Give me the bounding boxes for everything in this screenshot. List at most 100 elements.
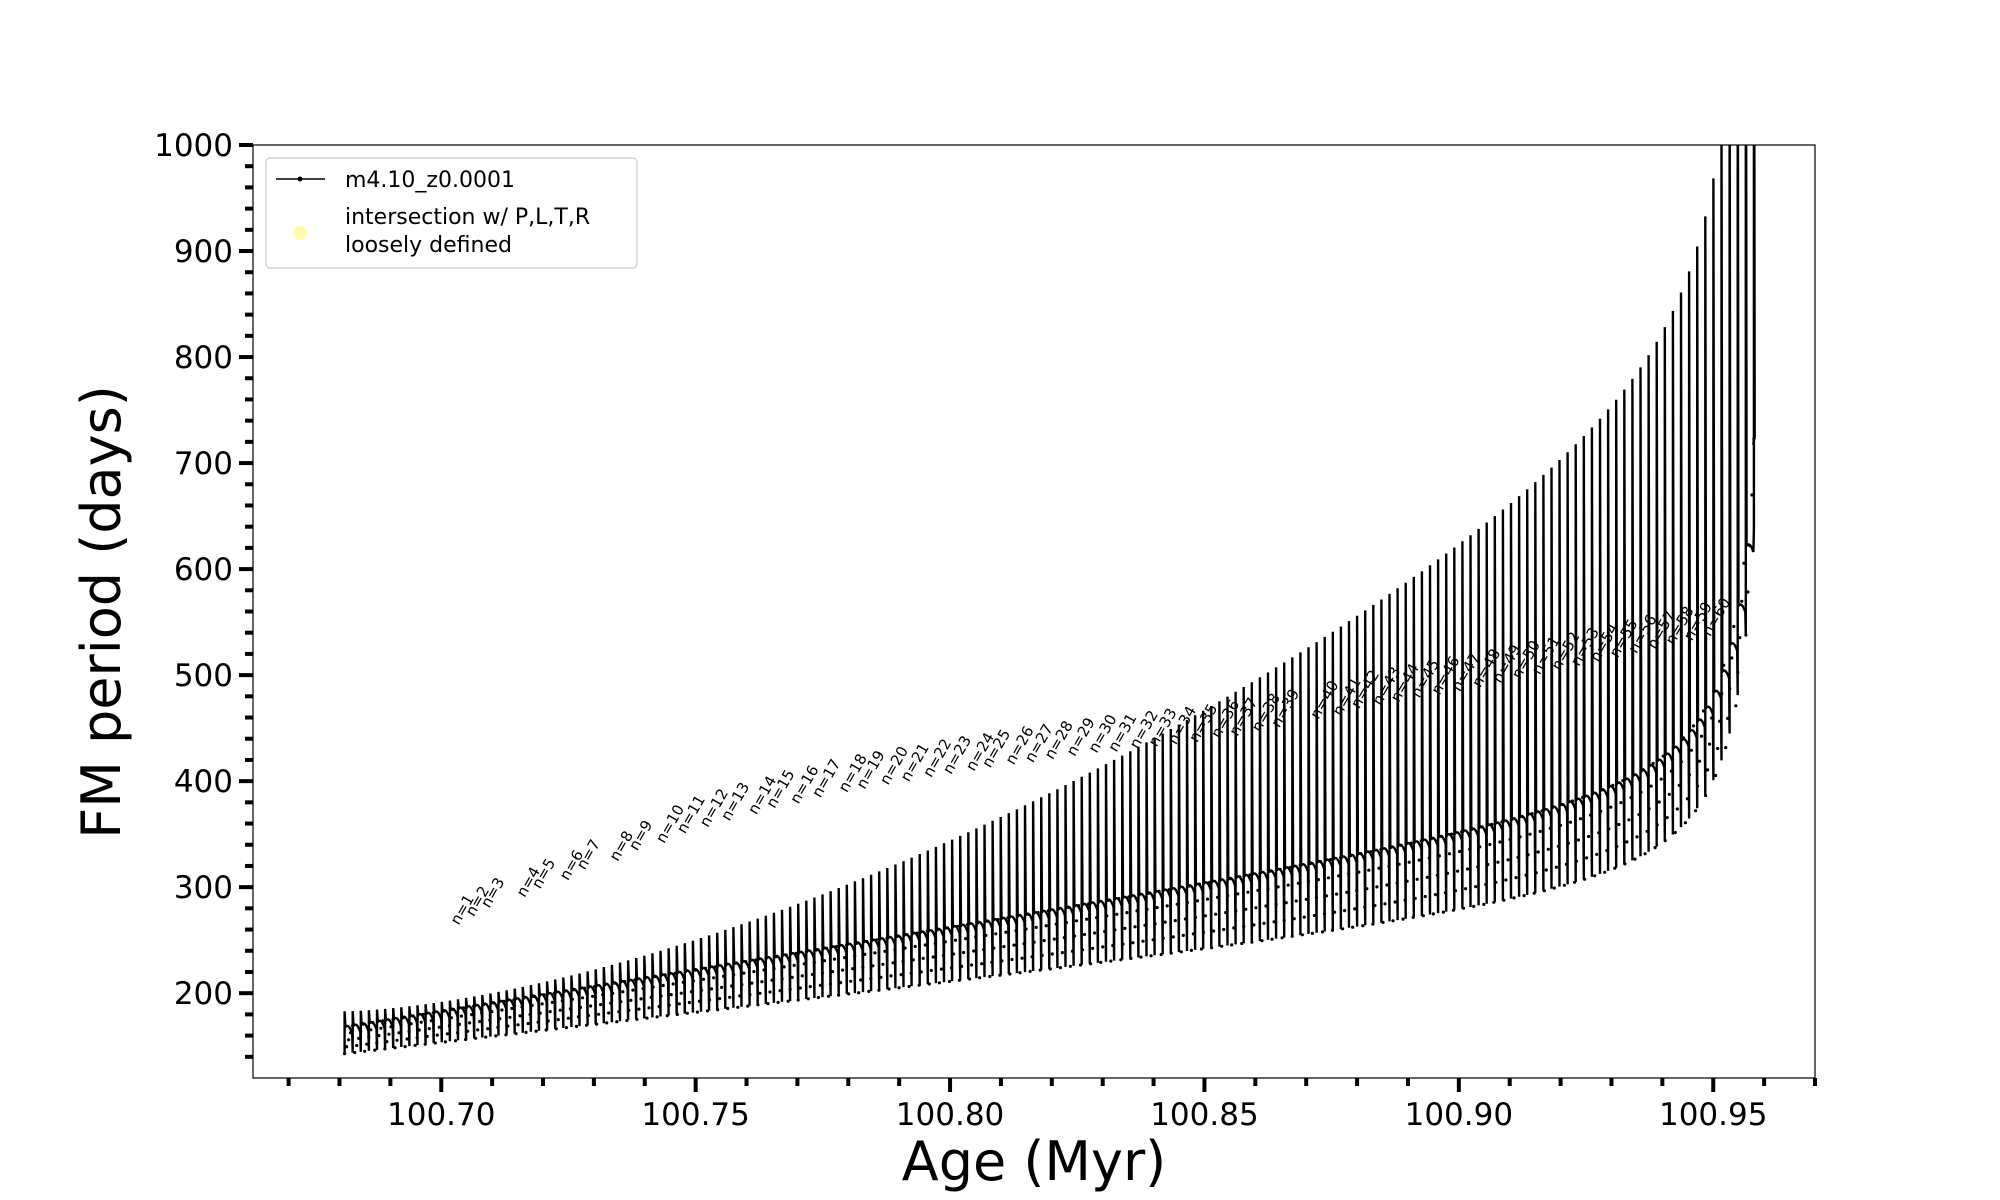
- series-point: [1365, 887, 1369, 891]
- series-point: [851, 967, 855, 971]
- series-point: [1645, 829, 1649, 833]
- series-point: [1601, 788, 1605, 792]
- series-point: [1214, 912, 1218, 916]
- series-point: [466, 1029, 470, 1033]
- series-point: [1002, 945, 1006, 949]
- series-point: [1000, 959, 1004, 963]
- series-point: [369, 1028, 373, 1032]
- series-point: [548, 1010, 552, 1014]
- series-point: [1054, 922, 1058, 926]
- series-point: [1224, 911, 1228, 915]
- series-point: [480, 1011, 484, 1015]
- series-point: [861, 965, 865, 969]
- series-point: [893, 948, 897, 952]
- series-point: [937, 981, 942, 985]
- series-point: [554, 1027, 558, 1031]
- series-point: [496, 1025, 500, 1029]
- series-point: [639, 997, 643, 1001]
- series-point: [441, 1009, 445, 1013]
- series-point: [897, 986, 901, 990]
- series-point: [625, 1018, 629, 1023]
- series-point: [486, 1027, 490, 1031]
- series-point: [1230, 943, 1234, 947]
- series-point: [1661, 754, 1665, 758]
- series-point: [1159, 952, 1163, 957]
- series-point: [1201, 930, 1206, 935]
- series-point: [1744, 633, 1748, 637]
- series-point: [1018, 971, 1022, 975]
- series-point: [363, 1049, 367, 1053]
- series-point: [461, 1006, 466, 1010]
- series-point: [1282, 918, 1286, 922]
- series-point: [1322, 912, 1327, 916]
- series-point: [1558, 823, 1562, 828]
- series-point: [1492, 900, 1496, 904]
- series-point: [1615, 844, 1619, 849]
- series-point: [1693, 809, 1698, 813]
- series-point: [1536, 850, 1540, 854]
- series-point: [1294, 899, 1298, 903]
- series-point: [1066, 905, 1070, 910]
- series-point: [935, 928, 940, 932]
- series-point: [907, 984, 911, 989]
- series-point: [1480, 825, 1484, 829]
- series-point: [736, 1005, 740, 1009]
- series-point: [841, 968, 845, 972]
- series-point: [433, 1041, 437, 1045]
- series-point: [689, 990, 694, 994]
- series-point: [498, 1017, 502, 1021]
- series-point: [373, 1048, 377, 1052]
- series-point: [677, 1002, 681, 1006]
- series-point: [1304, 897, 1308, 901]
- series-point: [1183, 917, 1187, 921]
- series-point: [828, 982, 833, 986]
- series-point: [1593, 874, 1597, 878]
- series-point: [901, 959, 905, 964]
- series-point: [631, 988, 635, 992]
- series-point: [1708, 742, 1712, 746]
- series-point: [1032, 940, 1036, 944]
- series-point: [1456, 869, 1460, 873]
- series-point: [359, 1029, 363, 1033]
- series-point: [978, 976, 982, 980]
- series-point: [839, 981, 843, 985]
- series-point: [778, 989, 782, 993]
- series-point: [371, 1021, 375, 1025]
- series-point: [1105, 914, 1109, 918]
- series-point: [1326, 876, 1331, 880]
- series-point: [834, 945, 839, 949]
- series-point: [1087, 902, 1091, 906]
- series-point: [1401, 917, 1405, 921]
- series-point: [802, 962, 806, 966]
- series-point: [482, 1003, 486, 1007]
- series-point: [595, 1022, 599, 1026]
- series-point: [1667, 792, 1671, 797]
- series-point: [1212, 929, 1216, 933]
- series-point: [1486, 862, 1490, 867]
- series-point: [1095, 916, 1099, 920]
- series-point: [375, 1041, 379, 1045]
- series-point: [1613, 866, 1617, 870]
- series-point: [1226, 894, 1230, 898]
- y-axis-title: FM period (days): [70, 385, 133, 839]
- series-point: [925, 929, 929, 934]
- series-point: [1704, 793, 1708, 798]
- series-point: [623, 980, 627, 984]
- series-point: [1181, 933, 1185, 938]
- series-point: [1381, 920, 1385, 925]
- series-point: [643, 976, 647, 980]
- series-point: [1439, 834, 1443, 839]
- series-point: [1208, 880, 1212, 885]
- series-point: [810, 972, 815, 977]
- series-point: [1082, 932, 1087, 937]
- series-point: [853, 954, 857, 958]
- series-point: [738, 994, 742, 998]
- series-point: [764, 956, 768, 960]
- series-point: [1470, 827, 1474, 832]
- series-point: [1443, 891, 1448, 895]
- series-point: [1653, 846, 1657, 850]
- series-point: [966, 923, 970, 927]
- series-point: [1026, 912, 1030, 916]
- series-point: [1389, 845, 1393, 850]
- series-point: [1068, 964, 1072, 968]
